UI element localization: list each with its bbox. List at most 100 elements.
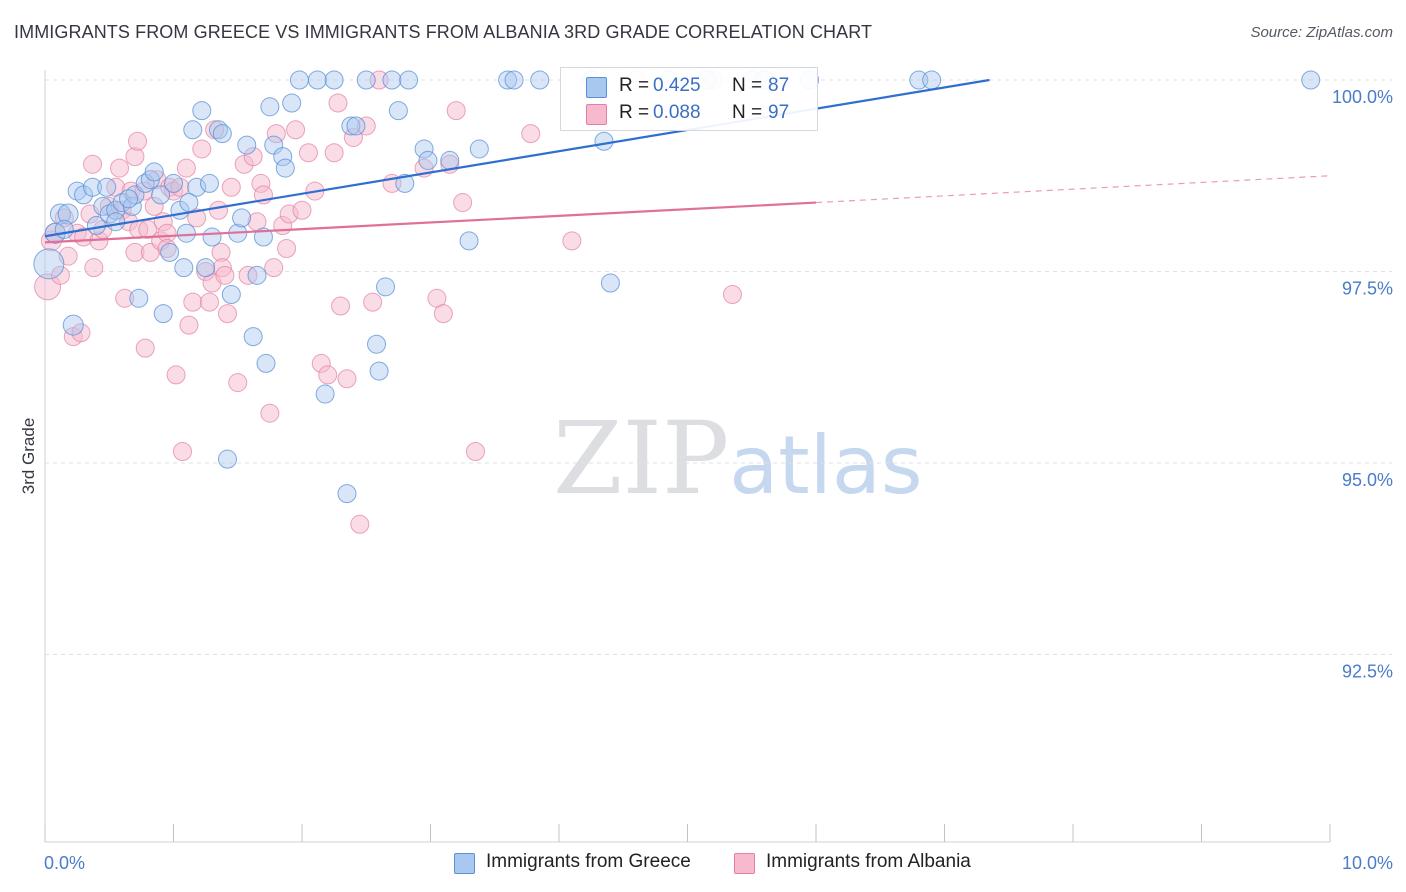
legend-r-label: R =	[619, 102, 650, 123]
albania-point	[208, 200, 228, 220]
albania-point	[243, 147, 263, 167]
greece-point	[119, 189, 139, 209]
albania-point	[264, 258, 284, 278]
albania-point	[433, 304, 453, 324]
greece-point	[414, 139, 434, 159]
greece-point	[253, 227, 273, 247]
albania-point	[266, 124, 286, 144]
greece-point	[315, 384, 335, 404]
greece-point	[160, 242, 180, 262]
greece-point	[459, 231, 479, 251]
albania-point	[722, 284, 742, 304]
albania-point	[54, 208, 74, 228]
albania-point	[166, 365, 186, 385]
greece-point	[594, 131, 614, 151]
greece-point	[256, 353, 276, 373]
legend-r-value: 0.088	[653, 102, 701, 123]
albania-legend-label: Immigrants from Albania	[766, 851, 971, 872]
albania-point	[84, 258, 104, 278]
greece-legend-label: Immigrants from Greece	[486, 851, 691, 872]
greece-point	[174, 258, 194, 278]
albania-point	[199, 292, 219, 312]
greece-point	[367, 334, 387, 354]
greece-point	[1301, 70, 1321, 90]
albania-point	[298, 143, 318, 163]
albania-point	[115, 288, 135, 308]
greece-point	[33, 248, 65, 280]
greece-point	[106, 212, 126, 232]
albania-point	[363, 292, 383, 312]
legend-n-value: 97	[768, 102, 790, 123]
greece-point	[418, 150, 438, 170]
greece-point	[346, 116, 366, 136]
albania-point	[277, 239, 297, 259]
albania-point	[179, 315, 199, 335]
legend-n-label: N =	[732, 102, 763, 123]
greece-points	[33, 70, 1321, 504]
greece-point	[504, 70, 524, 90]
greece-point	[217, 449, 237, 469]
chart-title: IMMIGRANTS FROM GREECE VS IMMIGRANTS FRO…	[14, 22, 873, 42]
source-label: Source: ZipAtlas.com	[1250, 24, 1393, 41]
greece-point	[199, 173, 219, 193]
albania-point	[50, 265, 70, 285]
greece-point	[399, 70, 419, 90]
albania-point	[176, 158, 196, 178]
greece-point	[62, 314, 84, 336]
albania-point	[465, 442, 485, 462]
greece-swatch	[454, 853, 475, 874]
greece-point	[97, 177, 117, 197]
greece-point	[337, 484, 357, 504]
albania-point	[562, 231, 582, 251]
greece-trend-line	[44, 78, 990, 238]
albania-point	[228, 373, 248, 393]
albania-point	[192, 139, 212, 159]
greece-point	[212, 124, 232, 144]
greece-point	[469, 139, 489, 159]
legend-r-label: R =	[619, 75, 650, 96]
greece-point	[187, 177, 207, 197]
albania-point	[144, 196, 164, 216]
watermark-zip: ZIP	[553, 400, 730, 517]
greece-point	[395, 173, 415, 193]
greece-swatch	[586, 77, 607, 98]
albania-point	[183, 292, 203, 312]
greece-point	[356, 70, 376, 90]
greece-point	[237, 135, 257, 155]
y-tick-label: 97.5%	[1342, 279, 1393, 299]
albania-point	[71, 323, 91, 343]
greece-point	[151, 185, 171, 205]
greece-point	[202, 227, 222, 247]
albania-point	[286, 120, 306, 140]
albania-point	[260, 403, 280, 423]
greece-point	[341, 116, 361, 136]
albania-point	[292, 200, 312, 220]
greece-point	[260, 97, 280, 117]
y-tick-label: 95.0%	[1342, 470, 1393, 490]
albania-point	[221, 177, 241, 197]
greece-point	[176, 223, 196, 243]
greece-point	[247, 265, 267, 285]
legend: R = 0.425 N = 87 R = 0.088 N = 97	[560, 67, 818, 131]
x-tick-label: 0.0%	[44, 853, 85, 873]
greece-point	[382, 70, 402, 90]
watermark-atlas: atlas	[729, 419, 923, 512]
greece-point	[196, 258, 216, 278]
greece-point	[243, 327, 263, 347]
greece-point	[498, 70, 518, 90]
greece-point	[93, 196, 113, 216]
tick-labels: 92.5% 95.0% 97.5% 100.0% 0.0% 10.0% 3rd Grade	[19, 87, 1393, 873]
trend-lines	[44, 78, 1331, 244]
albania-point	[337, 369, 357, 389]
greece-point	[179, 193, 199, 213]
albania-point	[356, 116, 376, 136]
watermark: ZIPatlas	[553, 400, 923, 517]
greece-point	[144, 162, 164, 182]
greece-point	[440, 150, 460, 170]
greece-point	[922, 70, 942, 90]
greece-point	[129, 288, 149, 308]
y-tick-label: 100.0%	[1332, 87, 1393, 107]
albania-point	[453, 193, 473, 213]
albania-point	[83, 154, 103, 174]
greece-point	[183, 120, 203, 140]
